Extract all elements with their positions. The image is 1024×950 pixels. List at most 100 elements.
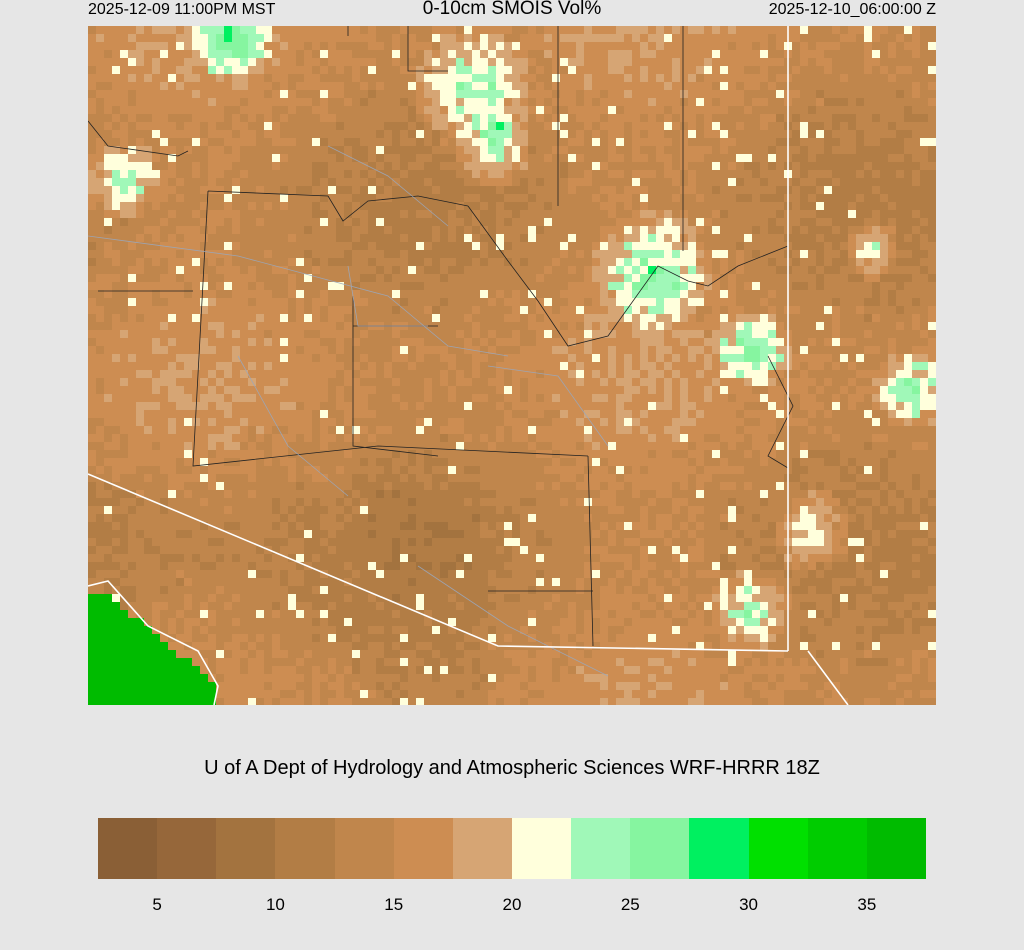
grid-cell [696,378,704,386]
grid-cell [568,26,576,34]
grid-cell [872,394,880,402]
grid-cell [312,322,320,330]
grid-cell [576,42,584,50]
grid-cell [224,346,232,354]
grid-cell [336,58,344,66]
grid-cell [528,234,536,242]
grid-cell [672,146,680,154]
grid-cell [520,98,528,106]
grid-cell [312,90,320,98]
grid-cell [408,314,416,322]
grid-cell [376,258,384,266]
grid-cell [328,66,336,74]
grid-cell [632,370,640,378]
grid-cell [360,178,368,186]
grid-cell [656,250,664,258]
grid-cell [88,242,96,250]
grid-cell [632,314,640,322]
grid-cell [544,138,552,146]
grid-cell [312,186,320,194]
grid-cell [568,354,576,362]
grid-cell [632,274,640,282]
grid-cell [704,42,712,50]
grid-cell [568,162,576,170]
grid-cell [128,178,136,186]
grid-cell [800,322,808,330]
grid-cell [488,266,496,274]
grid-cell [576,258,584,266]
grid-cell [600,138,608,146]
grid-cell [888,226,896,234]
grid-cell [824,242,832,250]
grid-cell [424,82,432,90]
grid-cell [304,274,312,282]
grid-cell [856,106,864,114]
grid-cell [680,306,688,314]
grid-cell [584,178,592,186]
grid-cell [248,210,256,218]
grid-cell [320,122,328,130]
grid-cell [552,34,560,42]
grid-cell [448,218,456,226]
grid-cell [544,250,552,258]
grid-cell [200,386,208,394]
grid-cell [456,202,464,210]
grid-cell [88,354,96,362]
grid-cell [776,378,784,386]
grid-cell [496,274,504,282]
grid-cell [128,26,136,34]
grid-cell [136,90,144,98]
grid-cell [600,386,608,394]
grid-cell [744,362,752,370]
grid-cell [832,274,840,282]
grid-cell [376,42,384,50]
grid-cell [224,162,232,170]
grid-cell [200,154,208,162]
grid-cell [744,186,752,194]
grid-cell [112,338,120,346]
grid-cell [560,98,568,106]
grid-cell [464,82,472,90]
grid-cell [680,394,688,402]
grid-cell [136,226,144,234]
grid-cell [176,34,184,42]
grid-cell [856,298,864,306]
grid-cell [584,242,592,250]
grid-cell [744,234,752,242]
grid-cell [264,210,272,218]
grid-cell [136,138,144,146]
grid-cell [408,226,416,234]
grid-cell [632,306,640,314]
grid-cell [528,274,536,282]
grid-cell [416,114,424,122]
grid-cell [136,26,144,34]
grid-cell [672,250,680,258]
grid-cell [672,74,680,82]
grid-cell [840,322,848,330]
grid-cell [456,138,464,146]
grid-cell [120,26,128,34]
grid-cell [912,298,920,306]
grid-cell [232,354,240,362]
grid-cell [216,386,224,394]
grid-cell [128,138,136,146]
grid-cell [256,90,264,98]
grid-cell [488,178,496,186]
grid-cell [240,74,248,82]
grid-cell [632,186,640,194]
grid-cell [216,242,224,250]
grid-cell [152,274,160,282]
grid-cell [336,138,344,146]
grid-cell [552,250,560,258]
grid-cell [248,346,256,354]
grid-cell [584,394,592,402]
grid-cell [256,170,264,178]
grid-cell [736,282,744,290]
grid-cell [856,114,864,122]
grid-cell [224,250,232,258]
grid-cell [360,290,368,298]
grid-cell [600,306,608,314]
grid-cell [520,338,528,346]
grid-cell [688,146,696,154]
grid-cell [648,178,656,186]
